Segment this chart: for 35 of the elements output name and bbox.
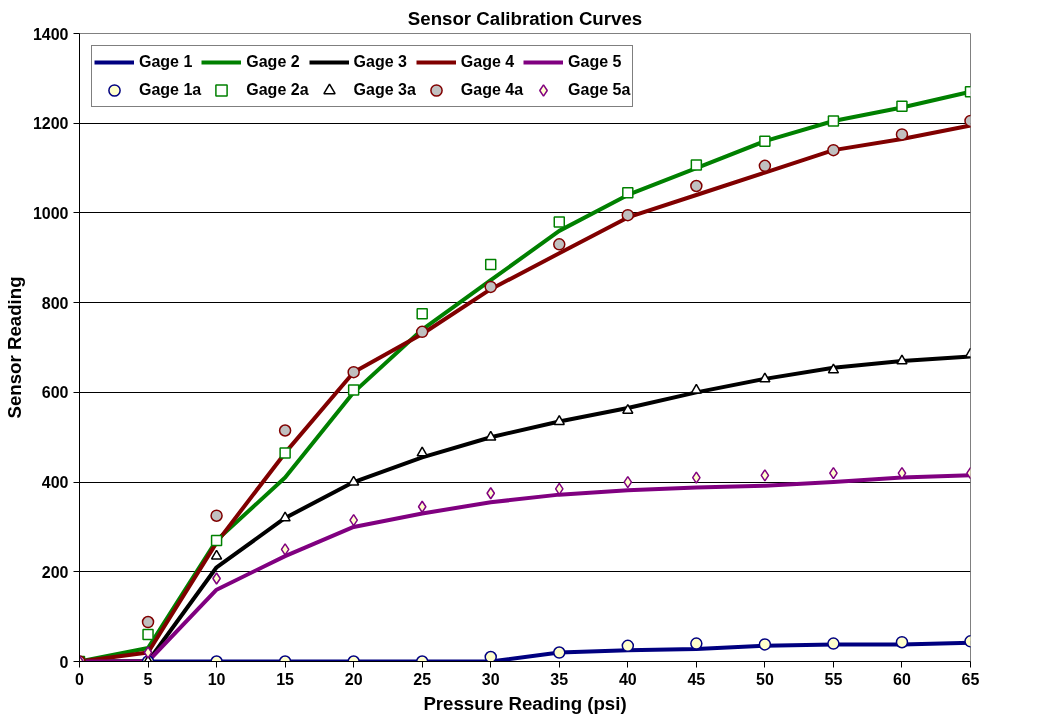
legend-label: Gage 5a bbox=[568, 81, 631, 99]
y-tick-label: 1200 bbox=[32, 115, 69, 133]
legend-label: Gage 3 bbox=[353, 53, 407, 71]
x-tick-label: 35 bbox=[550, 670, 569, 688]
legend-label: Gage 2a bbox=[246, 81, 309, 99]
x-tick-label: 20 bbox=[344, 670, 363, 688]
x-tick-label: 15 bbox=[276, 670, 295, 688]
chart-title: Sensor Calibration Curves bbox=[407, 7, 643, 29]
x-axis-title: Pressure Reading (psi) bbox=[423, 692, 627, 714]
y-tick-label: 1000 bbox=[32, 204, 69, 222]
x-tick-label: 0 bbox=[75, 670, 85, 688]
x-tick-label: 5 bbox=[143, 670, 153, 688]
x-tick-label: 40 bbox=[618, 670, 637, 688]
x-tick-label: 50 bbox=[755, 670, 774, 688]
legend-label: Gage 1 bbox=[139, 53, 193, 71]
x-tick-label: 55 bbox=[824, 670, 843, 688]
legend-label: Gage 4 bbox=[460, 53, 515, 71]
legend-label: Gage 1a bbox=[139, 81, 202, 99]
y-tick-label: 0 bbox=[59, 653, 69, 671]
y-tick-label: 400 bbox=[41, 474, 69, 492]
y-tick-label: 1400 bbox=[32, 25, 69, 43]
x-tick-label: 25 bbox=[413, 670, 432, 688]
y-tick-label: 800 bbox=[41, 294, 69, 312]
x-tick-label: 45 bbox=[687, 670, 706, 688]
y-tick-label: 600 bbox=[41, 384, 69, 402]
legend-label: Gage 3a bbox=[353, 81, 416, 99]
legend-label: Gage 4a bbox=[460, 81, 524, 99]
x-tick-label: 65 bbox=[961, 670, 980, 688]
y-tick-label: 200 bbox=[41, 563, 69, 581]
y-axis-title: Sensor Reading bbox=[3, 276, 25, 419]
legend-label: Gage 5 bbox=[568, 53, 622, 71]
x-tick-label: 30 bbox=[481, 670, 500, 688]
x-tick-label: 10 bbox=[207, 670, 226, 688]
legend-label: Gage 2 bbox=[246, 53, 300, 71]
x-tick-label: 60 bbox=[893, 670, 911, 688]
